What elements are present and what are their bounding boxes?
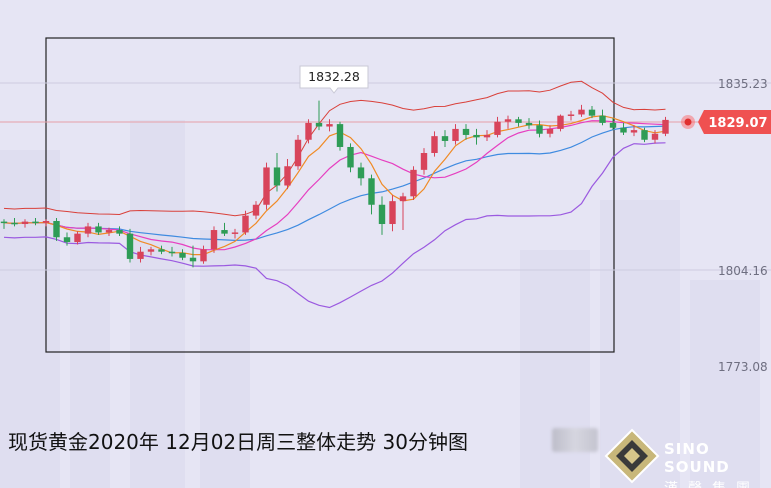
candle-body [578, 109, 585, 115]
bollinger-lower-line [3, 142, 666, 309]
y-tick-label: 1804.16 [718, 264, 768, 278]
last-price-label: 1829.07 [708, 116, 767, 131]
background-building [130, 120, 185, 488]
candle-body [315, 122, 323, 127]
candle-body [210, 230, 218, 250]
y-tick-label: 1773.08 [718, 360, 768, 374]
candle-body [42, 221, 50, 223]
candle-body [536, 125, 543, 134]
background-building [70, 200, 110, 488]
candle-body [137, 251, 144, 259]
background-building [0, 150, 60, 488]
moving-average-slow-line [3, 125, 666, 242]
blurred-watermark [552, 428, 598, 452]
candle-body [483, 134, 491, 138]
candle-body [0, 221, 8, 224]
indicator-lines [3, 80, 666, 309]
candle-body [294, 139, 302, 167]
y-axis-labels: 1835.23 1804.16 1773.08 [718, 77, 768, 374]
moving-average-fast-line [3, 115, 666, 256]
candle-body [630, 130, 638, 133]
candle-body [74, 233, 81, 243]
candle-body [326, 124, 333, 127]
candle-body [284, 166, 291, 186]
candle-body [95, 226, 102, 233]
candle-body [273, 167, 281, 186]
candle-body [53, 221, 60, 238]
candle-body [399, 196, 407, 202]
candle-body [221, 230, 228, 234]
sino-sound-logo-icon [604, 428, 660, 484]
candle-body [515, 119, 522, 123]
candle-body [63, 237, 71, 243]
candle-body [11, 222, 18, 225]
max-price-callout: 1832.28 [299, 65, 369, 94]
candle-body [336, 124, 344, 147]
candle-body [357, 167, 365, 179]
candle-body [21, 221, 29, 225]
candle-body [525, 122, 533, 126]
candle-body [126, 233, 134, 259]
chart-title: 现货黄金2020年 12月02日周三整体走势 30分钟图 [8, 430, 468, 454]
candle-body [546, 128, 554, 134]
candle-body [263, 167, 270, 205]
candle-body [588, 109, 596, 116]
candle-body [410, 169, 417, 197]
candle-body [158, 249, 165, 252]
bollinger-upper-line [3, 80, 666, 217]
candle-body [378, 204, 386, 225]
candle-body [462, 128, 470, 135]
candle-body [504, 119, 512, 122]
candle-body [347, 146, 354, 168]
candle-body [641, 130, 648, 140]
candle-body [420, 152, 428, 170]
background-building [690, 280, 760, 488]
max-price-label: 1832.28 [308, 69, 360, 84]
candle-body [620, 127, 627, 133]
candle-body [452, 128, 459, 141]
candle-body [557, 115, 564, 129]
candle-body [662, 119, 669, 134]
background-building [200, 230, 250, 488]
candle-body [105, 230, 113, 233]
highlight-box [45, 37, 615, 353]
candle-body [567, 114, 575, 116]
candle-body [609, 122, 617, 128]
candle-body [168, 251, 176, 254]
candle-body [147, 249, 155, 252]
background-building [520, 250, 590, 488]
candle-body [231, 232, 239, 234]
candle-body [494, 121, 501, 135]
candle-body [389, 201, 396, 225]
candle-body [32, 221, 39, 224]
candle-body [431, 136, 438, 153]
candle-body [242, 215, 249, 233]
candles [0, 100, 669, 268]
candle-body [305, 122, 312, 140]
candle-body [441, 136, 449, 141]
candle-body [599, 115, 606, 123]
candle-body [473, 134, 480, 138]
candle-body [189, 257, 197, 262]
candle-body [651, 133, 659, 140]
candle-body [252, 204, 260, 216]
last-price-marker: 1829.07 [681, 110, 771, 134]
candle-body [84, 226, 92, 234]
candle-body [116, 230, 123, 234]
brand-logo: SINO SOUND 漢聲集團 [664, 440, 750, 488]
candle-body [368, 178, 375, 205]
y-tick-label: 1835.23 [718, 77, 768, 91]
moving-average-mid-line [3, 120, 666, 251]
candle-body [179, 252, 186, 258]
candle-body [200, 249, 207, 262]
